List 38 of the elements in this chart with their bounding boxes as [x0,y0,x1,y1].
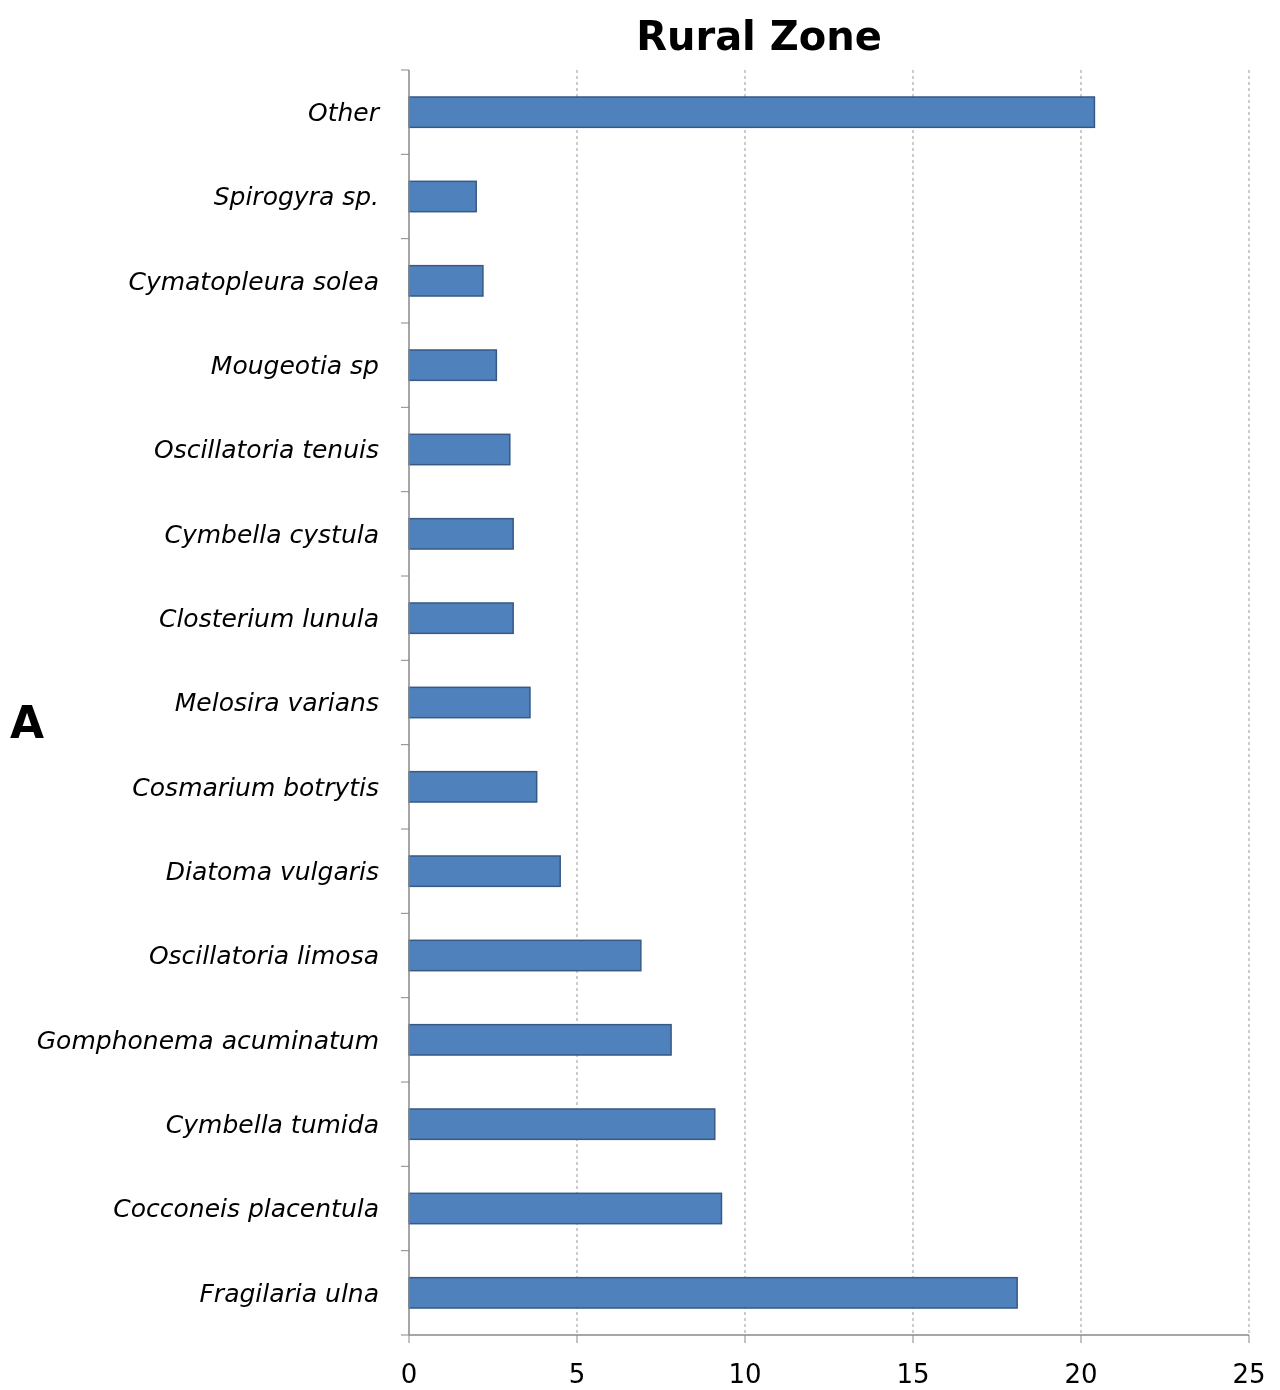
x-tick-label: 15 [896,1359,930,1389]
y-tick-label: Other [308,97,381,127]
x-tick-label: 5 [568,1359,586,1389]
bar [408,770,538,803]
bar [408,349,498,382]
bar [408,1276,1018,1309]
y-tick-label: Cocconeis placentula [113,1194,379,1224]
bar [408,855,561,888]
bar [408,180,477,213]
bar [408,517,514,550]
x-tick-label: 0 [400,1359,418,1389]
y-tick-label: Mougeotia sp [210,350,379,380]
y-tick-label: Melosira varians [174,688,379,718]
y-tick-label: Oscillatoria limosa [148,941,379,971]
y-tick-label: Gomphonema acuminatum [36,1025,379,1055]
y-tick-label: Cymbella tumida [165,1109,379,1139]
bar [408,1023,672,1056]
y-tick-label: Spirogyra sp. [213,182,379,212]
y-tick-label: Fragilaria ulna [199,1278,379,1308]
y-tick-label: Closterium lunula [158,603,379,633]
bar [408,602,514,635]
y-tick-label: Cymbella cystula [164,519,379,549]
x-tick-label: 20 [1064,1359,1098,1389]
y-tick-label: Cymatopleura solea [128,266,379,296]
x-tick-label: 25 [1232,1359,1266,1389]
bar [408,1108,716,1141]
chart-title: Rural Zone [636,13,882,59]
x-tick-label: 10 [728,1359,762,1389]
y-tick-label: Oscillatoria tenuis [153,435,379,465]
bar [408,433,511,466]
y-tick-label: Cosmarium botrytis [132,772,379,802]
bar [408,1192,723,1225]
y-tick-label: Diatoma vulgaris [165,856,379,886]
bar [408,96,1096,129]
bar [408,264,484,297]
bar [408,686,531,719]
text: A [10,697,45,748]
bar [408,939,642,972]
